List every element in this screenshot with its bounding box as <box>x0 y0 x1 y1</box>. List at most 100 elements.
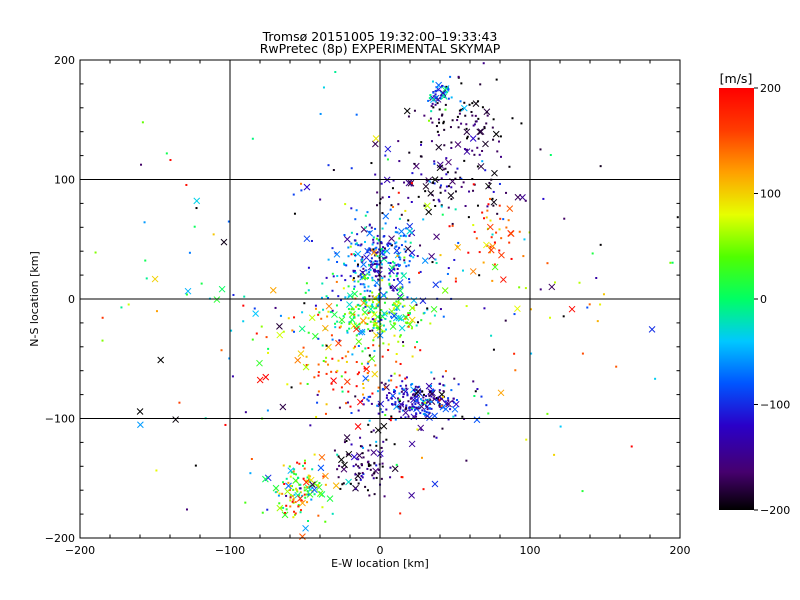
scatter-point-dot <box>352 278 355 281</box>
scatter-point-x <box>463 128 471 136</box>
scatter-point-dot <box>398 256 401 259</box>
scatter-point-x <box>404 245 412 253</box>
scatter-point-dot <box>397 340 400 343</box>
scatter-point-dot <box>491 279 494 282</box>
scatter-point-dot <box>441 113 444 116</box>
scatter-point-dot <box>306 382 309 385</box>
scatter-point-dot <box>363 240 366 243</box>
scatter-point-x <box>460 104 468 112</box>
scatter-point-dot <box>354 488 357 491</box>
scatter-point-dot <box>393 391 396 394</box>
scatter-point-x <box>363 365 371 373</box>
scatter-point-dot <box>389 275 392 278</box>
scatter-point-dot <box>334 322 337 325</box>
scatter-point-dot <box>371 329 374 332</box>
scatter-point-dot <box>460 177 463 180</box>
scatter-point-dot <box>513 313 516 316</box>
scatter-point-dot <box>410 408 413 411</box>
scatter-point-dot <box>293 330 296 333</box>
scatter-point-dot <box>336 275 339 278</box>
scatter-point-dot <box>402 393 405 396</box>
scatter-point-dot <box>505 226 508 229</box>
scatter-point-dot <box>380 248 383 251</box>
scatter-point-dot <box>407 415 410 418</box>
scatter-point-dot <box>371 276 374 279</box>
scatter-point-dot <box>391 394 394 397</box>
scatter-point-dot <box>443 128 446 131</box>
scatter-point-dot <box>386 312 389 315</box>
scatter-point-dot <box>374 275 377 278</box>
scatter-point-x <box>298 325 306 333</box>
scatter-point-dot <box>438 121 441 124</box>
scatter-point-dot <box>373 270 376 273</box>
scatter-point-dot <box>365 301 368 304</box>
scatter-point-x <box>276 331 284 339</box>
scatter-point-dot <box>420 319 423 322</box>
scatter-point-x <box>356 398 364 406</box>
scatter-point-dot <box>290 386 293 389</box>
scatter-point-dot <box>357 275 360 278</box>
scatter-point-x <box>408 304 416 312</box>
scatter-point-dot <box>283 482 286 485</box>
scatter-point-x <box>330 377 337 384</box>
scatter-point-dot <box>399 334 402 337</box>
scatter-point-dot <box>411 405 414 408</box>
scatter-point-dot <box>429 322 432 325</box>
scatter-point-dot <box>445 157 448 160</box>
scatter-point-dot <box>360 276 363 279</box>
scatter-point-dot <box>432 390 435 393</box>
scatter-point-dot <box>464 114 467 117</box>
scatter-point-dot <box>378 274 381 277</box>
scatter-point-dot <box>381 411 384 414</box>
scatter-point-dot <box>420 155 423 158</box>
scatter-point-x <box>469 135 477 142</box>
scatter-point-dot <box>433 314 436 317</box>
scatter-point-dot <box>301 311 304 314</box>
scatter-point-dot <box>508 165 511 168</box>
scatter-point-dot <box>456 399 459 402</box>
scatter-point-dot <box>372 261 375 264</box>
scatter-point-dot <box>398 392 401 395</box>
scatter-point-x <box>375 270 383 278</box>
scatter-point-dot <box>440 114 443 117</box>
scatter-point-dot <box>410 383 413 386</box>
scatter-point-x <box>406 227 414 235</box>
scatter-point-dot <box>429 117 432 120</box>
scatter-point-dot <box>449 126 452 129</box>
scatter-point-dot <box>347 295 350 298</box>
scatter-point-dot <box>671 261 674 264</box>
scatter-point-dot <box>487 412 490 415</box>
scatter-point-x <box>372 135 380 142</box>
scatter-point-dot <box>352 277 355 280</box>
scatter-point-dot <box>228 357 231 360</box>
scatter-point-dot <box>371 263 374 266</box>
scatter-point-dot <box>320 317 323 320</box>
scatter-point-dot <box>372 339 375 342</box>
scatter-point-dot <box>454 280 457 283</box>
scatter-point-dot <box>371 392 374 395</box>
scatter-point-x <box>414 388 422 395</box>
scatter-point-x <box>417 424 425 432</box>
scatter-point-dot <box>376 255 379 258</box>
scatter-point-dot <box>438 403 441 406</box>
scatter-point-dot <box>513 352 516 355</box>
scatter-point-x <box>137 421 144 429</box>
scatter-point-dot <box>398 237 401 240</box>
scatter-point-dot <box>443 144 446 147</box>
scatter-point-dot <box>200 282 203 285</box>
scatter-point-dot <box>381 227 384 230</box>
scatter-point-dot <box>369 248 372 251</box>
scatter-point-dot <box>372 344 375 347</box>
scatter-point-dot <box>440 404 443 407</box>
scatter-point-dot <box>353 285 356 288</box>
scatter-point-dot <box>355 463 358 466</box>
scatter-point-dot <box>380 241 383 244</box>
scatter-point-dot <box>420 173 423 176</box>
scatter-point-dot <box>291 329 294 332</box>
scatter-point-dot <box>408 234 411 237</box>
scatter-point-x <box>354 250 362 258</box>
scatter-point-dot <box>367 248 370 251</box>
scatter-point-dot <box>391 403 394 406</box>
scatter-point-dot <box>303 302 306 305</box>
scatter-point-dot <box>372 324 375 327</box>
